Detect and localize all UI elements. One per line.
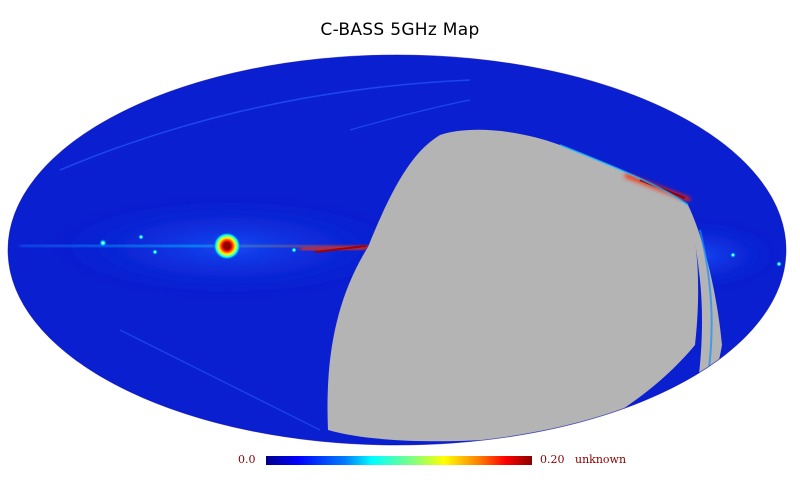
map-title: C-BASS 5GHz Map	[320, 20, 480, 40]
colorbar-unit-label: unknown	[575, 453, 627, 466]
point-source	[99, 239, 107, 247]
sky-features	[19, 79, 782, 442]
colorbar-gradient	[266, 456, 532, 465]
point-source	[152, 249, 158, 255]
map-outline	[7, 54, 787, 446]
colorbar: 0.0 0.20 unknown	[0, 450, 800, 470]
colorbar-max-label: 0.20	[540, 453, 565, 466]
mask-edge-glow	[559, 144, 689, 206]
galactic-plane-core-hot	[314, 245, 367, 253]
point-source	[291, 247, 297, 253]
colorbar-min-label: 0.0	[238, 453, 256, 466]
arc-structure	[59, 79, 471, 171]
galactic-plane	[19, 243, 371, 249]
bright-source-core	[223, 242, 231, 250]
point-source	[138, 234, 144, 240]
masked-region	[327, 129, 699, 442]
point-source	[730, 252, 736, 258]
point-source	[776, 261, 782, 267]
arc-structure	[119, 329, 321, 431]
arc-structure	[349, 99, 471, 131]
